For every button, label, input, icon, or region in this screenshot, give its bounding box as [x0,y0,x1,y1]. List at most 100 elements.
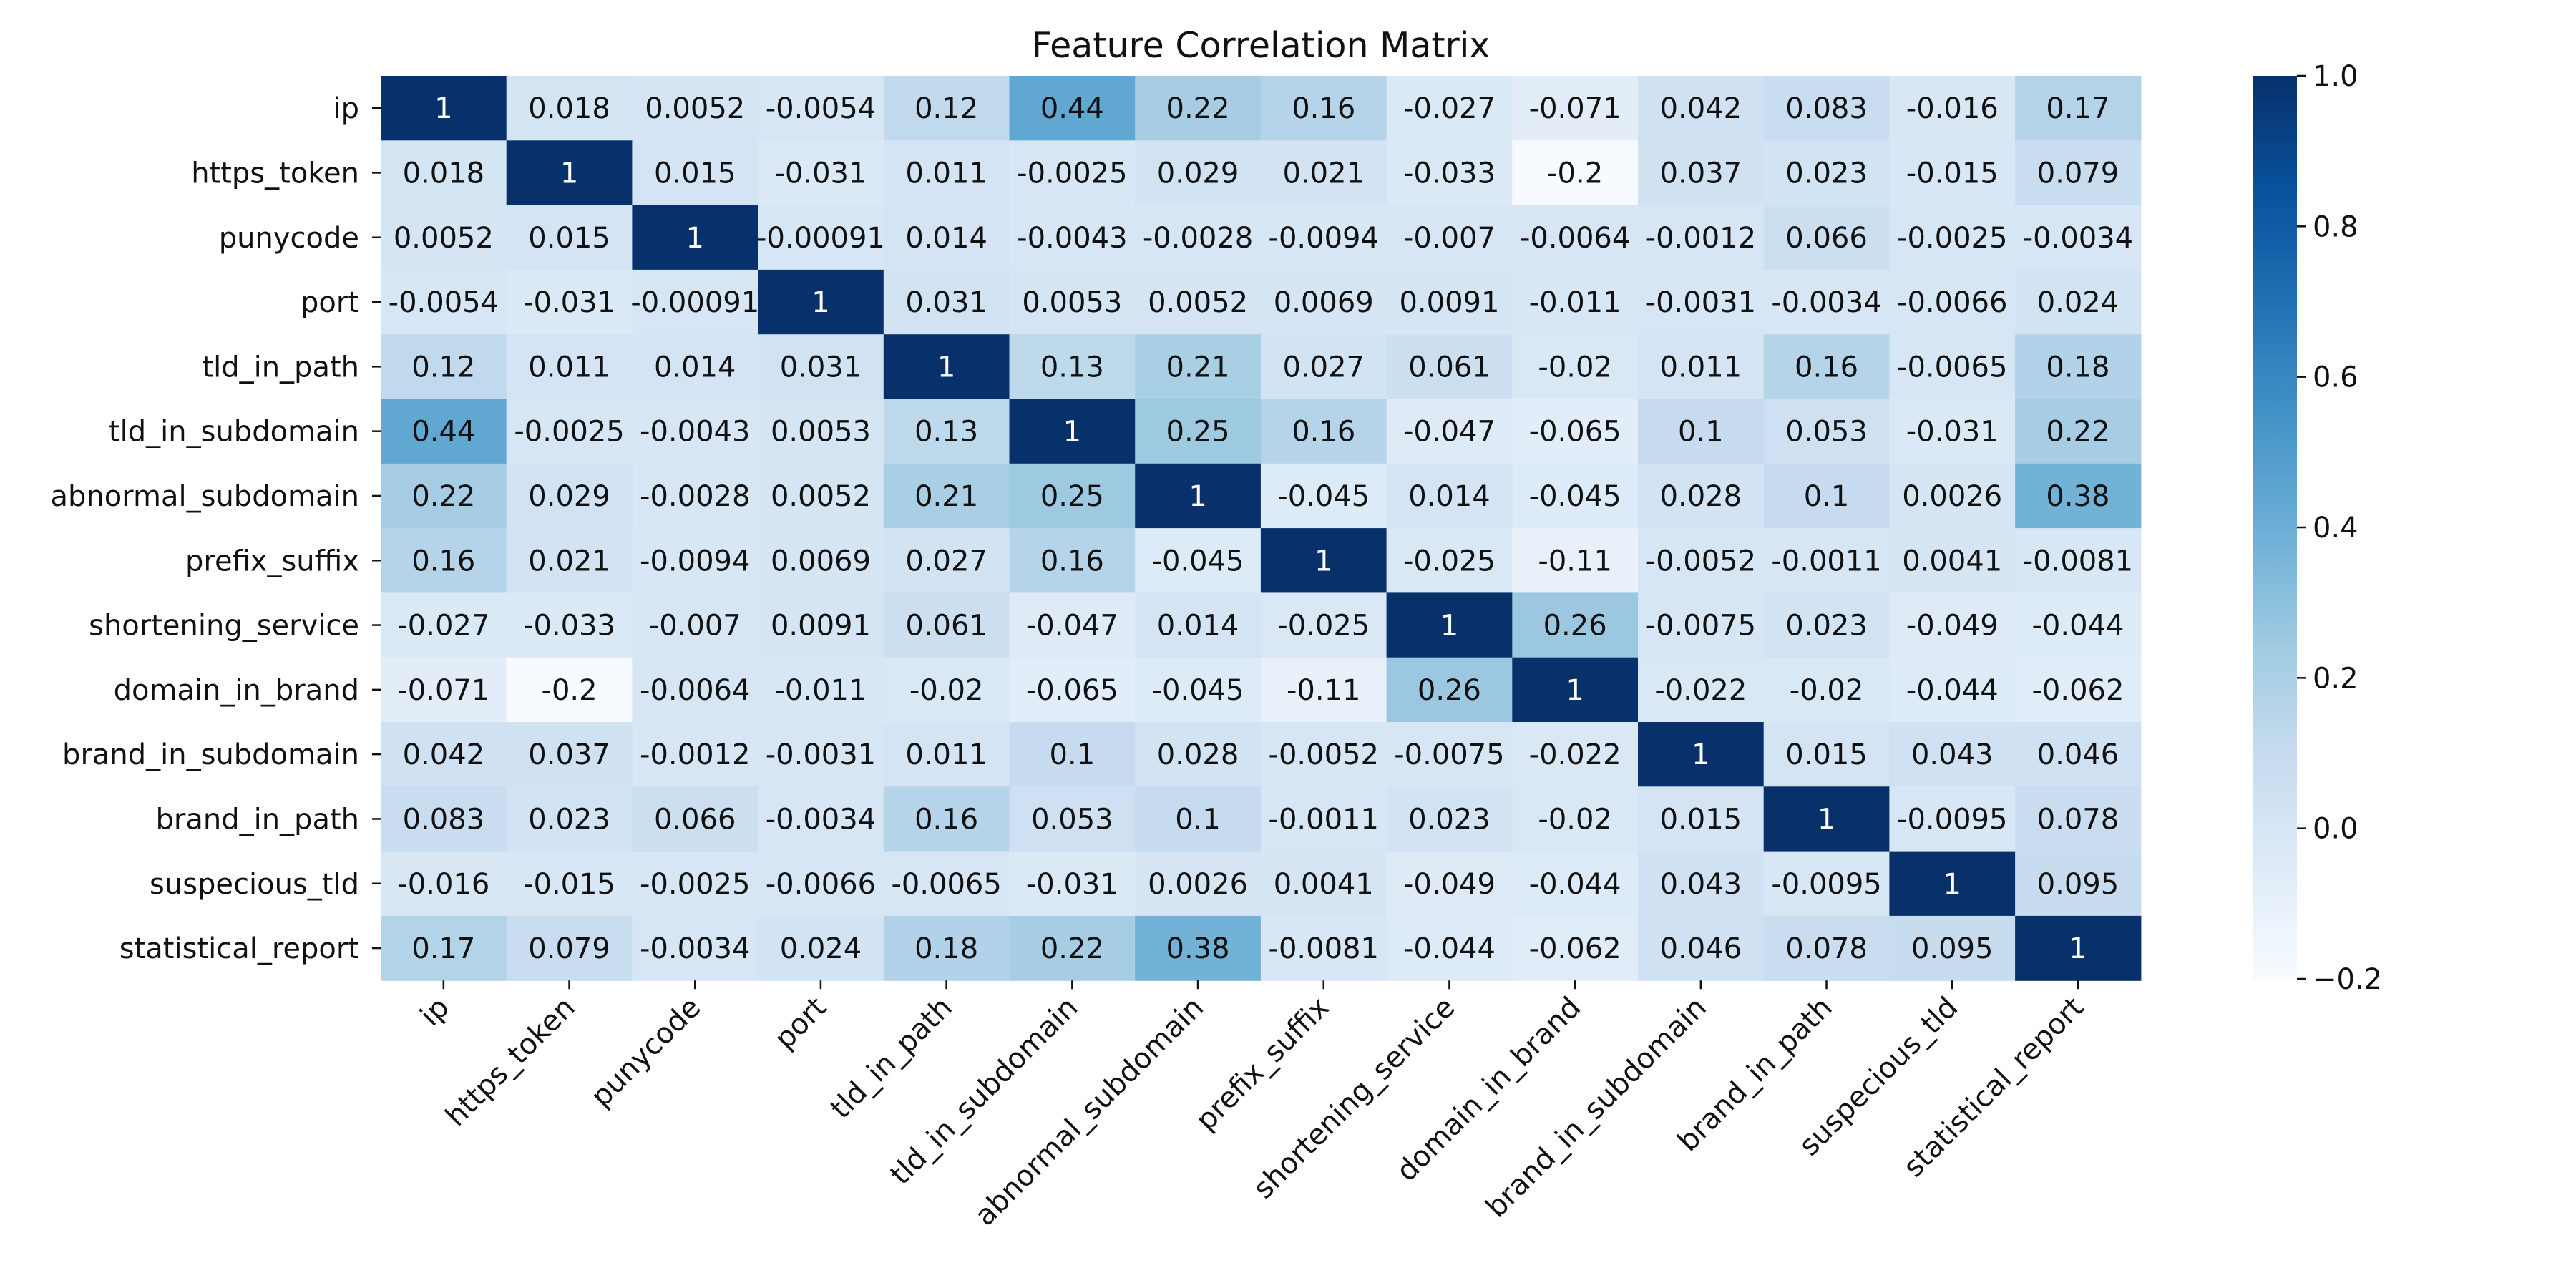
cell-value-label: -0.0025 [1017,157,1127,190]
heatmap-cell [1638,528,1765,593]
cell-value-label: -0.022 [1654,674,1747,707]
heatmap-cell [883,657,1010,723]
cell-value-label: -0.047 [1403,416,1496,449]
cell-value-label: 0.21 [914,480,978,513]
cell-value-label: 1 [1692,738,1709,771]
cell-value-label: 1 [1063,416,1081,449]
heatmap-cell [1009,592,1136,658]
cell-value-label: 0.22 [411,480,475,513]
cell-value-label: 0.023 [1785,610,1868,643]
cell-value-label: -0.027 [397,610,489,643]
cell-value-label: -0.045 [1152,674,1244,707]
heatmap-cell [1763,786,1890,852]
cell-value-label: 0.011 [905,157,987,190]
cell-value-label: 0.028 [1660,480,1742,513]
heatmap-cell [1512,399,1639,464]
heatmap-cell [1135,851,1262,917]
cell-value-label: 0.22 [2046,416,2109,449]
colorbar-tick-label: 1.0 [2313,60,2358,93]
cell-value-label: 0.1 [1050,738,1096,771]
heatmap-cell [506,915,633,981]
cell-value-label: -0.065 [1529,416,1621,449]
heatmap-cell [883,915,1010,981]
cell-value-label: -0.0043 [1017,222,1127,255]
heatmap-cell [506,463,633,529]
cell-value-label: -0.027 [1403,92,1496,125]
heatmap-cell [506,399,633,464]
cell-value-label: 0.028 [1157,738,1239,771]
heatmap-cell [1638,140,1765,206]
heatmap-cell [1889,592,2016,658]
heatmap-cell [1386,786,1513,852]
heatmap-cell [1135,205,1262,270]
y-axis-tick-label: prefix_suffix [185,545,359,577]
y-axis-tick-label: punycode [219,222,359,255]
heatmap-cell [1386,269,1513,335]
heatmap-cell [1889,786,2016,852]
heatmap-cell [1512,851,1639,917]
cell-value-label: 0.014 [654,351,736,384]
cell-value-label: -0.0031 [766,738,876,771]
heatmap-cell [381,786,507,852]
chart-title: Feature Correlation Matrix [1032,25,1491,66]
heatmap-cell [1889,528,2016,593]
cell-value-label: 0.1 [1175,803,1221,836]
cell-value-label: -0.00091 [630,286,759,319]
cell-value-label: -0.016 [1906,92,1999,125]
cell-value-label: -0.025 [1277,610,1370,643]
cell-value-label: -0.044 [1529,868,1621,901]
cell-value-label: 0.16 [1292,416,1355,449]
heatmap-cell [2015,76,2142,141]
colorbar: 1.0 0.8 0.6 0.4 0.2 0.0 −0.2 [2253,60,2382,996]
cell-value-label: 0.024 [780,932,862,965]
cell-value-label: 0.18 [914,932,978,965]
heatmap-cell [1638,76,1765,141]
cell-value-label: -0.0025 [514,416,624,449]
heatmap-cell [632,269,758,335]
heatmap-cell [883,592,1010,658]
colorbar-tick-label: 0.2 [2313,662,2358,695]
heatmap-cell [758,399,884,464]
heatmap-cell [1260,786,1387,852]
cell-value-label: -0.0034 [1771,286,1881,319]
heatmap-cell [1260,722,1387,787]
heatmap-cell [1386,657,1513,723]
cell-value-label: 0.023 [528,803,610,836]
cell-value-label: -0.062 [1529,932,1621,965]
heatmap-cell [1009,786,1136,852]
heatmap-cell [1512,722,1639,787]
heatmap-cell [1638,334,1765,400]
heatmap-cell [1260,528,1387,593]
heatmap-cell [1135,657,1262,723]
cell-value-label: 1 [434,92,452,125]
heatmap-cell [1135,76,1262,141]
cell-value-label: 0.0052 [394,222,494,255]
heatmap-cell [632,592,758,658]
heatmap-cell [1512,76,1639,141]
heatmap-cell [1009,269,1136,335]
heatmap-cell [506,722,633,787]
heatmap-cell [1009,722,1136,787]
heatmap-cell [1260,657,1387,723]
cell-value-label: 0.061 [1408,351,1491,384]
cell-value-label: 0.027 [1282,351,1365,384]
cell-value-label: -0.0028 [640,480,750,513]
heatmap-cell [506,334,633,400]
cell-value-label: 0.053 [1031,803,1113,836]
heatmap-cell [1009,76,1136,141]
heatmap-cell [632,205,758,270]
cell-value-label: 0.079 [528,932,610,965]
cell-value-label: 1 [937,351,955,384]
y-axis-tick-label: statistical_report [119,932,359,965]
y-axis-tick-label: brand_in_path [156,803,360,836]
heatmap-cell [632,915,758,981]
heatmap-cell [1260,915,1387,981]
cell-value-label: -0.2 [1547,157,1603,190]
cell-value-label: 0.015 [1785,738,1868,771]
cell-value-label: -0.044 [2031,610,2124,643]
cell-value-label: -0.007 [649,610,741,643]
heatmap-cell [1638,463,1765,529]
cell-value-label: 0.12 [914,92,978,125]
heatmap-cell [1009,399,1136,464]
